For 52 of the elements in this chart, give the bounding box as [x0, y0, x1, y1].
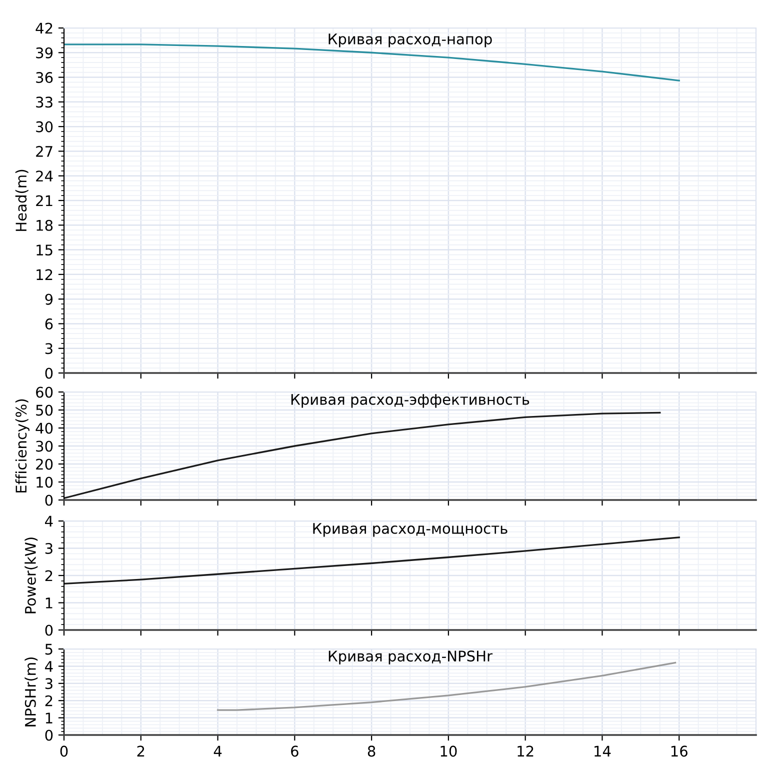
- x-tick-label: 2: [137, 746, 144, 756]
- y-tick-label: 18: [36, 220, 53, 231]
- y-tick-label: 24: [36, 170, 53, 182]
- y-tick-label: 0: [45, 368, 53, 379]
- y-tick-label: 27: [36, 146, 52, 157]
- x-tick-label: 10: [440, 746, 457, 757]
- y-tick-label: 33: [36, 96, 52, 108]
- y-tick-label: 12: [36, 269, 52, 280]
- x-tick-label: 12: [518, 746, 534, 756]
- line-series: [64, 536, 680, 585]
- y-tick-label: 40: [36, 422, 53, 434]
- y-tick-label: 50: [36, 404, 53, 416]
- y-tick-label: 6: [45, 318, 53, 330]
- y-tick-label: 36: [36, 72, 53, 84]
- chart-title: Кривая расход-NPSHr: [328, 650, 493, 664]
- y-tick-label: 42: [36, 22, 52, 34]
- y-tick-label: 21: [36, 195, 52, 206]
- y-tick-label: 2: [45, 570, 52, 582]
- y-tick-label: 39: [36, 47, 53, 58]
- x-tick-label: 0: [60, 746, 68, 757]
- y-tick-label: 0: [45, 624, 53, 636]
- y-tick-label: 60: [36, 386, 53, 398]
- y-tick-label: 15: [36, 244, 52, 256]
- x-tick-label: 6: [291, 746, 298, 757]
- y-tick-label: 20: [36, 458, 53, 470]
- y-tick-label: 30: [36, 440, 53, 452]
- y-tick-label: 0: [45, 494, 53, 506]
- y-tick-label: 4: [45, 661, 53, 672]
- y-tick-label: 5: [45, 644, 52, 655]
- chart-title: Кривая расход-эффективность: [291, 394, 530, 408]
- y-tick-label: 1: [46, 712, 52, 724]
- y-tick-label: 3: [45, 343, 52, 354]
- chart-title: Кривая расход-мощность: [313, 523, 508, 537]
- y-tick-label: 2: [45, 695, 52, 706]
- y-tick-label: 9: [45, 294, 53, 305]
- y-axis-title: Head(m): [15, 170, 28, 231]
- line-series: [64, 412, 661, 500]
- y-tick-label: 30: [36, 121, 53, 132]
- y-tick-label: 10: [36, 476, 53, 488]
- y-axis-title: Power(kW): [24, 538, 38, 614]
- y-tick-label: 0: [45, 730, 53, 741]
- x-tick-label: 8: [368, 746, 376, 757]
- y-tick-label: 4: [45, 516, 53, 527]
- y-axis-title: Efficiency(%): [15, 399, 30, 492]
- chart-title: Кривая расход-напор: [328, 34, 492, 48]
- x-tick-label: 16: [671, 746, 688, 757]
- y-tick-label: 1: [46, 598, 52, 608]
- y-axis-title: NPSHr(m): [24, 658, 38, 726]
- y-tick-label: 3: [45, 542, 52, 554]
- x-tick-label: 4: [214, 746, 222, 756]
- x-tick-label: 14: [594, 746, 611, 756]
- y-tick-label: 3: [45, 678, 52, 690]
